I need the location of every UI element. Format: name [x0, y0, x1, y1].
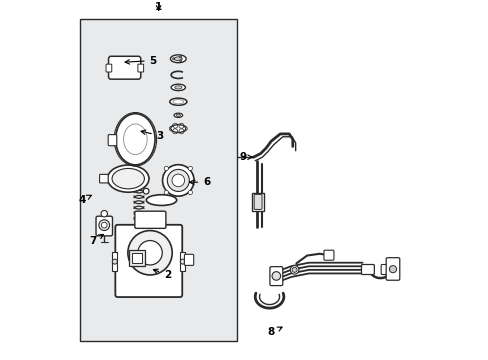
FancyBboxPatch shape	[135, 211, 165, 228]
Circle shape	[127, 231, 172, 275]
Text: 7: 7	[89, 234, 103, 246]
Circle shape	[291, 267, 297, 273]
Text: 5: 5	[125, 55, 157, 66]
Circle shape	[180, 259, 185, 264]
Circle shape	[179, 129, 183, 134]
Text: 6: 6	[189, 177, 210, 187]
Circle shape	[112, 259, 117, 264]
Circle shape	[172, 129, 177, 134]
Ellipse shape	[174, 86, 182, 89]
Circle shape	[182, 126, 187, 131]
Circle shape	[143, 188, 149, 194]
Ellipse shape	[174, 57, 182, 61]
Text: 3: 3	[141, 130, 163, 141]
Circle shape	[271, 272, 280, 280]
Ellipse shape	[171, 84, 185, 91]
Text: 9: 9	[239, 152, 252, 162]
Text: 2: 2	[153, 269, 171, 280]
Circle shape	[290, 266, 298, 274]
Circle shape	[172, 174, 184, 187]
FancyBboxPatch shape	[115, 225, 182, 297]
FancyBboxPatch shape	[323, 250, 333, 260]
Bar	[180, 252, 185, 271]
FancyBboxPatch shape	[184, 254, 193, 265]
Circle shape	[179, 59, 182, 62]
Circle shape	[188, 166, 192, 171]
FancyBboxPatch shape	[361, 265, 374, 275]
Circle shape	[164, 166, 168, 171]
FancyBboxPatch shape	[96, 216, 112, 236]
Ellipse shape	[146, 195, 176, 206]
Ellipse shape	[112, 168, 144, 189]
Text: 8: 8	[267, 327, 282, 337]
Text: 1: 1	[155, 2, 162, 12]
Circle shape	[167, 170, 189, 192]
Circle shape	[188, 190, 192, 195]
Ellipse shape	[176, 114, 180, 116]
Ellipse shape	[169, 98, 186, 105]
Circle shape	[164, 190, 168, 195]
Bar	[131, 253, 142, 264]
Bar	[112, 252, 117, 271]
Circle shape	[169, 126, 174, 131]
Circle shape	[99, 220, 109, 230]
FancyBboxPatch shape	[106, 64, 112, 72]
Circle shape	[179, 56, 182, 58]
Circle shape	[179, 123, 183, 128]
Circle shape	[138, 240, 162, 265]
Circle shape	[162, 165, 194, 196]
Circle shape	[101, 222, 107, 228]
FancyBboxPatch shape	[386, 258, 399, 280]
Bar	[80, 19, 237, 341]
Ellipse shape	[174, 113, 182, 117]
FancyBboxPatch shape	[108, 56, 141, 79]
FancyBboxPatch shape	[380, 265, 391, 275]
FancyBboxPatch shape	[100, 174, 108, 183]
Circle shape	[388, 266, 396, 273]
Circle shape	[172, 58, 174, 60]
FancyBboxPatch shape	[269, 267, 282, 285]
Text: 4: 4	[78, 195, 91, 205]
Ellipse shape	[170, 55, 186, 63]
Bar	[128, 250, 144, 266]
Ellipse shape	[107, 165, 149, 192]
Bar	[252, 193, 264, 211]
Circle shape	[172, 123, 177, 128]
Circle shape	[101, 211, 107, 217]
FancyBboxPatch shape	[138, 64, 143, 72]
Ellipse shape	[116, 114, 155, 165]
FancyBboxPatch shape	[254, 194, 262, 210]
FancyBboxPatch shape	[108, 135, 117, 146]
